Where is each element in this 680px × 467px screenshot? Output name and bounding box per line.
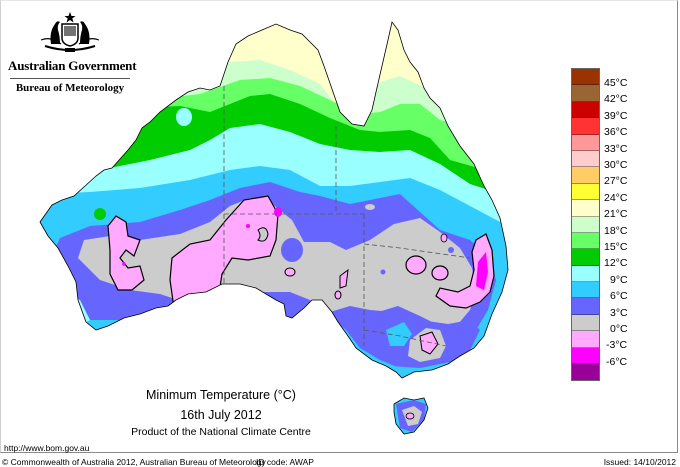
legend-swatch — [572, 249, 599, 266]
legend-swatch — [572, 183, 599, 201]
state-borders — [223, 86, 471, 347]
legend-swatch — [572, 331, 599, 348]
legend-swatch — [572, 282, 599, 299]
legend-label: 36°C — [604, 126, 628, 138]
legend-swatch — [572, 167, 599, 184]
legend-swatch — [572, 150, 599, 168]
legend-swatch — [572, 364, 599, 381]
legend-label: 30°C — [604, 159, 628, 171]
legend-swatch — [572, 314, 599, 332]
agency-name: Bureau of Meteorology — [15, 82, 125, 94]
id-code: ID code: AWAP — [256, 457, 314, 467]
legend-swatch — [572, 85, 599, 102]
legend-label: 39°C — [604, 110, 628, 122]
legend-label: 18°C — [604, 225, 628, 237]
legend-label: 27°C — [604, 175, 628, 187]
tasmania-coastline — [393, 397, 429, 435]
legend-label: 6°C — [610, 290, 628, 302]
legend-label: -3°C — [606, 339, 628, 351]
bom-logo: Australian Government Bureau of Meteorol… — [8, 10, 137, 94]
legend-label: 24°C — [604, 192, 628, 204]
legend-label: 15°C — [604, 241, 628, 253]
legend-swatch — [572, 216, 599, 233]
legend-label: 12°C — [604, 257, 628, 269]
legend-swatch — [572, 200, 599, 217]
coat-of-arms-icon — [40, 12, 100, 52]
legend-swatch — [572, 265, 599, 283]
government-name: Australian Government — [8, 58, 137, 73]
legend-swatch — [572, 118, 599, 135]
legend-label: -6°C — [606, 356, 628, 368]
bom-website-link[interactable]: http://www.bom.gov.au — [4, 443, 90, 453]
legend-label: 42°C — [604, 93, 628, 105]
legend-swatch — [572, 347, 599, 365]
issued-date: Issued: 14/10/2012 — [603, 457, 676, 467]
legend-label: 21°C — [604, 208, 628, 220]
map-date: 16th July 2012 — [180, 408, 262, 422]
logo-divider — [10, 78, 130, 79]
legend-label: 9°C — [610, 274, 628, 286]
map-product: Product of the National Climate Centre — [131, 426, 311, 438]
legend-label: 45°C — [604, 77, 628, 89]
legend-swatch — [572, 101, 599, 119]
legend-label: 0°C — [610, 323, 628, 335]
map-title-block: Minimum Temperature (°C) 16th July 2012 … — [131, 388, 311, 438]
copyright-notice: © Commonwealth of Australia 2012, Austra… — [2, 457, 266, 467]
coastline — [39, 21, 509, 379]
legend-label: 33°C — [604, 143, 628, 155]
legend-swatch — [572, 232, 599, 250]
map-frame — [0, 0, 678, 453]
mainland-temperature-zones — [40, 22, 508, 378]
map-title: Minimum Temperature (°C) — [146, 388, 296, 402]
legend-swatch — [572, 134, 599, 151]
legend-swatch — [572, 298, 599, 315]
legend-swatch — [572, 69, 599, 86]
temperature-legend — [571, 68, 600, 382]
legend-label: 3°C — [610, 307, 628, 319]
australia-temperature-map — [39, 21, 509, 435]
